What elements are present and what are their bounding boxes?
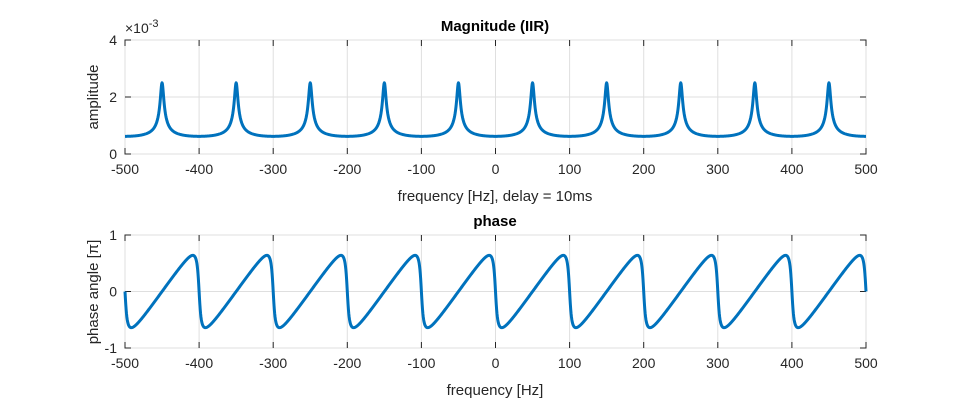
- magnitude-y-tick-label: 4: [109, 32, 117, 48]
- magnitude-exponent-power: -3: [149, 18, 159, 30]
- magnitude-x-tick-label: -200: [333, 161, 361, 177]
- magnitude-y-exponent: ×10-3: [125, 18, 159, 36]
- phase-x-tick-label: 500: [854, 355, 878, 371]
- magnitude-x-tick-label: -500: [111, 161, 139, 177]
- phase-x-tick-label: -200: [333, 355, 361, 371]
- magnitude-x-tick-label: 200: [632, 161, 656, 177]
- magnitude-ticks: -500 -400 -300 -200 -100 0 100 200 300 400 500 0 2 4: [109, 32, 878, 177]
- phase-y-tick-label: 1: [109, 227, 117, 243]
- magnitude-y-tick-label: 0: [109, 146, 117, 162]
- magnitude-exponent-base: ×10: [125, 20, 149, 36]
- phase-ticks: -500 -400 -300 -200 -100 0 100 200 300 400 500 -1 0 1: [105, 227, 878, 371]
- phase-x-tick-label: -400: [185, 355, 213, 371]
- phase-x-tick-label: 400: [780, 355, 804, 371]
- phase-y-tick-label: -1: [105, 340, 118, 356]
- magnitude-plot: -500 -400 -300 -200 -100 0 100 200 300 400 500024 …: [85, 18, 878, 205]
- phase-series-line: [123, 253, 868, 330]
- phase-y-label: phase angle [π]: [85, 240, 102, 345]
- phase-x-tick-label: -100: [407, 355, 435, 371]
- magnitude-x-tick-label: 400: [780, 161, 804, 177]
- phase-title: phase: [473, 213, 516, 230]
- phase-plot: -500 -400 -300 -200 -100 0 100 200 300 400 500 -1 0 1…: [85, 213, 878, 399]
- magnitude-x-label: frequency [Hz], delay = 10ms: [398, 188, 593, 205]
- magnitude-x-tick-label: -300: [259, 161, 287, 177]
- magnitude-x-tick-label: -100: [407, 161, 435, 177]
- magnitude-x-tick-label: 300: [706, 161, 730, 177]
- phase-x-tick-label: 0: [492, 355, 500, 371]
- phase-x-tick-label: 200: [632, 355, 656, 371]
- phase-y-tick-label: 0: [109, 284, 117, 300]
- phase-x-label: frequency [Hz]: [447, 382, 544, 399]
- magnitude-x-tick-label: 0: [492, 161, 500, 177]
- phase-x-tick-label: 300: [706, 355, 730, 371]
- magnitude-y-label: amplitude: [85, 64, 102, 129]
- magnitude-series-line: [123, 81, 868, 138]
- phase-x-tick-label: -300: [259, 355, 287, 371]
- magnitude-x-tick-label: -400: [185, 161, 213, 177]
- magnitude-title: Magnitude (IIR): [441, 18, 549, 35]
- phase-x-tick-label: 100: [558, 355, 582, 371]
- magnitude-x-tick-label: 100: [558, 161, 582, 177]
- phase-x-tick-label: -500: [111, 355, 139, 371]
- magnitude-x-tick-label: 500: [854, 161, 878, 177]
- magnitude-y-tick-label: 2: [109, 89, 117, 105]
